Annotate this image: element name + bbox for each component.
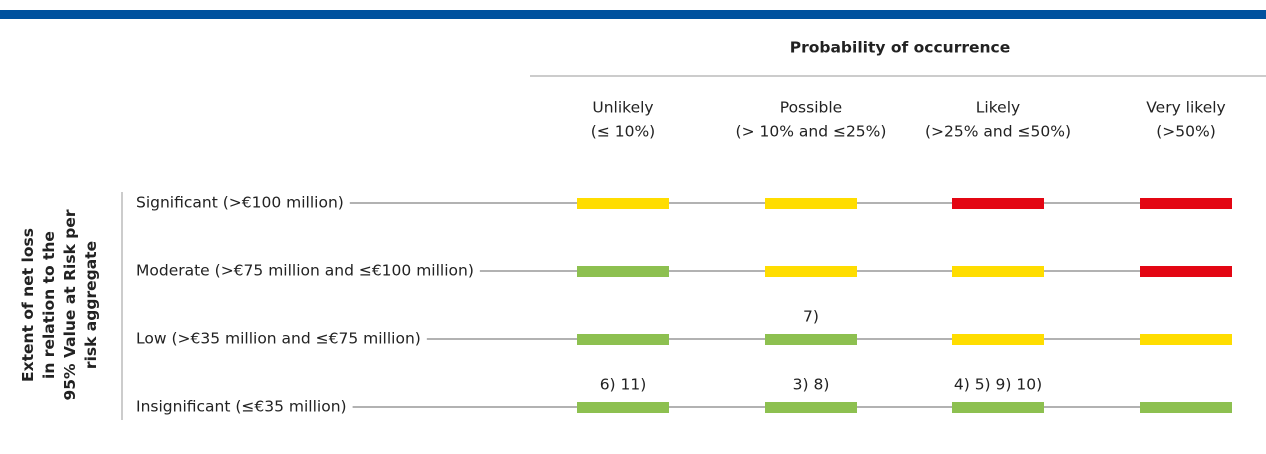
cell-note: 4) 5) 9) 10) [954,376,1042,394]
column-label: Possible [780,99,842,117]
risk-cell [952,402,1044,413]
risk-cell [952,198,1044,209]
risk-cell [765,198,857,209]
header-title: Probability of occurrence [790,39,1011,57]
column-label: Very likely [1146,99,1225,117]
risk-cell [952,334,1044,345]
column-label: Likely [976,99,1020,117]
risk-cell [1140,266,1232,277]
axis-label: Extent of net loss in relation to the 95% … [19,209,100,400]
risk-cell [1140,198,1232,209]
column-range: (≤ 10%) [591,123,655,141]
axis-label-line: Extent of net loss [19,228,37,382]
risk-cell [1140,402,1232,413]
column-range: (> 10% and ≤25%) [736,123,887,141]
risk-cell [577,198,669,209]
row-label: Insignificant (≤€35 million) [136,398,347,416]
row-label: Significant (>€100 million) [136,194,344,212]
risk-cell [1140,334,1232,345]
risk-cell [952,266,1044,277]
cell-note: 7) [803,308,819,326]
risk-cell [577,266,669,277]
top-bar [0,10,1266,19]
row-label: Moderate (>€75 million and ≤€100 million… [136,262,474,280]
risk-cell [577,402,669,413]
risk-cell [765,266,857,277]
row-label: Low (>€35 million and ≤€75 million) [136,330,421,348]
cell-note: 3) 8) [793,376,830,394]
column-range: (>50%) [1156,123,1216,141]
axis-label-line: risk aggregate [82,241,100,369]
axis-label-line: in relation to the [40,231,58,379]
cell-note: 6) 11) [600,376,647,394]
column-label: Unlikely [592,99,653,117]
risk-cell [765,334,857,345]
risk-cell [765,402,857,413]
risk-cell [577,334,669,345]
axis-label-line: 95% Value at Risk per [61,209,79,400]
column-range: (>25% and ≤50%) [925,123,1071,141]
